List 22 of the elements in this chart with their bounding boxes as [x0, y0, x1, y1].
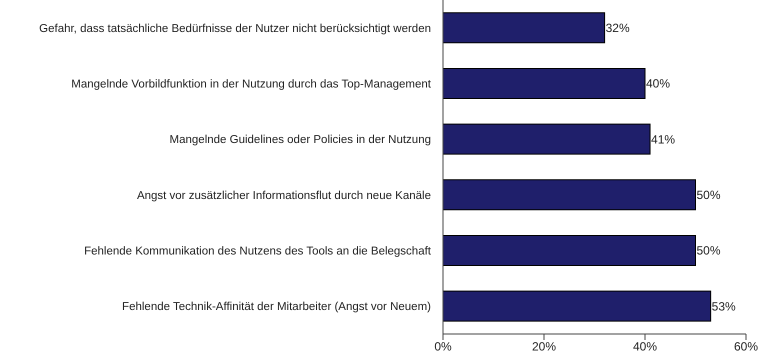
- bar: [443, 290, 712, 322]
- x-tick-label: 60%: [734, 340, 758, 354]
- x-tick-label: 0%: [434, 340, 452, 354]
- bar: [443, 179, 696, 210]
- data-label: 53%: [712, 299, 736, 314]
- data-label: 40%: [646, 76, 670, 91]
- data-label: 32%: [606, 21, 630, 36]
- x-tick-label: 40%: [632, 340, 658, 354]
- bar: [443, 124, 651, 155]
- y-tick-label: Fehlende Kommunikation des Nutzens des Tools an die Belegschaft: [84, 246, 432, 258]
- y-tick-label: Mangelnde Guidelines oder Policies in der Nutzung: [170, 134, 431, 146]
- y-tick-label: Gefahr, dass tatsächliche Bedürfnisse der Nutzer nicht berücksichtigt werden: [39, 22, 431, 35]
- y-tick-label: Mangelnde Vorbildfunktion in der Nutzung durch das Top-Management: [71, 78, 432, 90]
- y-tick-label: Angst vor zusätzlicher Informationsflut durch neue Kanäle: [136, 190, 431, 202]
- bar: [443, 68, 646, 99]
- bar: [443, 234, 696, 266]
- x-tick-label: 20%: [532, 340, 556, 354]
- data-label: 50%: [696, 188, 721, 202]
- data-label: 41%: [651, 132, 676, 146]
- y-tick-label: Fehlende Technik-Affinität der Mitarbeiter (Angst vor Neuem): [122, 301, 432, 314]
- bar: [443, 12, 606, 44]
- data-label: 50%: [696, 244, 721, 258]
